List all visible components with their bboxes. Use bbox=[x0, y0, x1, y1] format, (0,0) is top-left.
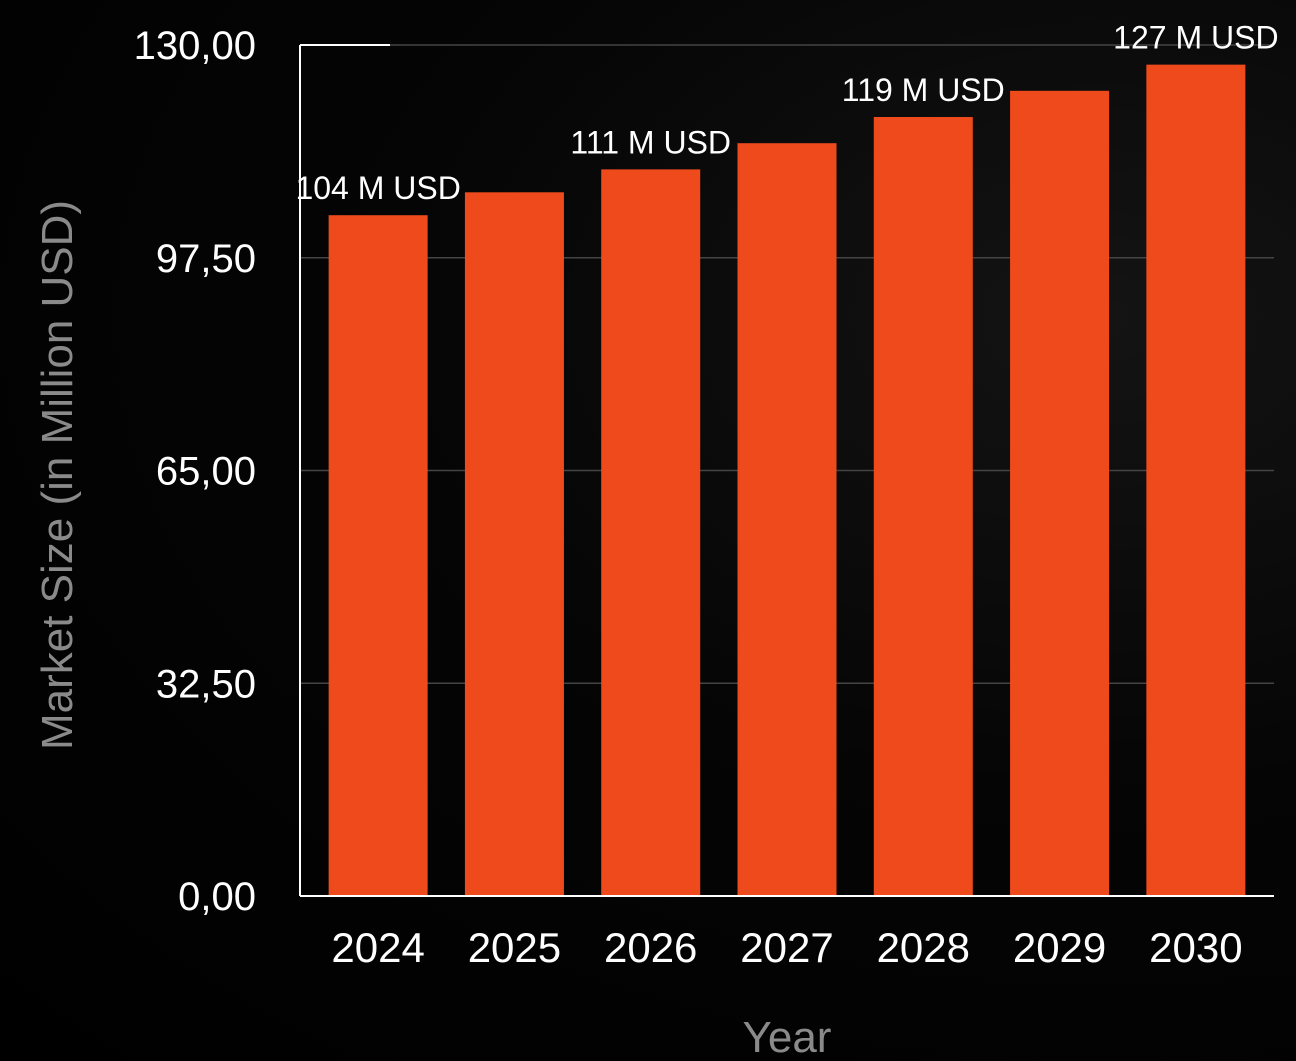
bar-2029 bbox=[1010, 90, 1110, 897]
bar-2026 bbox=[601, 169, 701, 896]
x-tick-label: 2024 bbox=[331, 924, 424, 971]
bar-2028 bbox=[873, 117, 973, 896]
x-tick-labels: 2024 2025 2026 2027 2028 2029 2030 bbox=[331, 924, 1242, 971]
data-label-2030: 127 M USD bbox=[1113, 20, 1278, 56]
x-axis-title: Year bbox=[743, 1013, 832, 1061]
data-label-2028: 119 M USD bbox=[842, 72, 1005, 108]
bar-2030 bbox=[1146, 64, 1246, 897]
axes bbox=[299, 44, 1274, 897]
data-label-2024: 104 M USD bbox=[295, 170, 460, 206]
bar-2025 bbox=[464, 192, 564, 897]
x-tick-label: 2029 bbox=[1013, 924, 1106, 971]
bars bbox=[328, 64, 1246, 897]
x-tick-label: 2026 bbox=[604, 924, 697, 971]
x-tick-label: 2025 bbox=[468, 924, 561, 971]
x-tick-label: 2027 bbox=[740, 924, 833, 971]
y-axis-title: Market Size (in Million USD) bbox=[33, 200, 82, 750]
bar-2027 bbox=[737, 143, 837, 896]
data-labels: 104 M USD 111 M USD 119 M USD 127 M USD bbox=[295, 20, 1278, 207]
bar-2024 bbox=[328, 215, 428, 896]
data-label-2026: 111 M USD bbox=[570, 124, 731, 160]
x-tick-label: 2028 bbox=[877, 924, 970, 971]
y-tick-label: 0,00 bbox=[178, 875, 256, 919]
y-tick-label: 97,50 bbox=[156, 237, 256, 281]
y-tick-label: 65,00 bbox=[156, 450, 256, 494]
y-tick-labels: 0,00 32,50 65,00 97,50 130,00 bbox=[134, 24, 256, 919]
y-tick-label: 130,00 bbox=[134, 24, 256, 68]
x-tick-label: 2030 bbox=[1149, 924, 1242, 971]
y-tick-label: 32,50 bbox=[156, 662, 256, 706]
